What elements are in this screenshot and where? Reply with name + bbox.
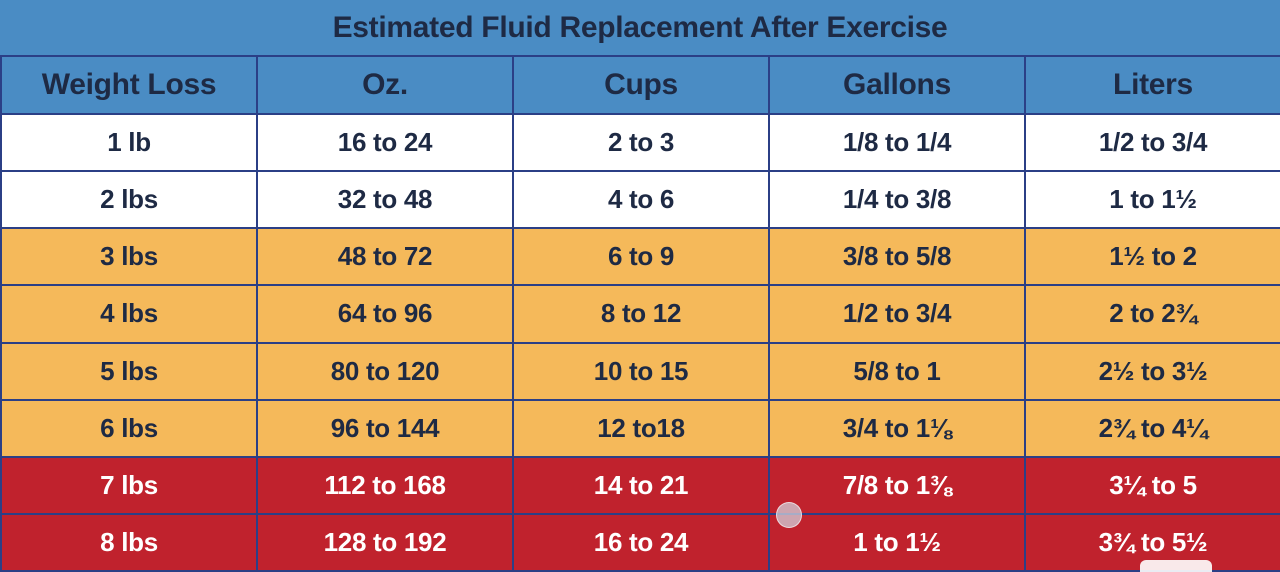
cell-oz: 112 to 168 <box>256 455 514 515</box>
cell-oz: 64 to 96 <box>256 284 514 344</box>
cell-gallons: 7/8 to 1⅜ <box>768 455 1026 515</box>
cell-gallons: 3/8 to 5/8 <box>768 227 1026 287</box>
cell-liters: 1½ to 2 <box>1024 227 1280 287</box>
fluid-table: Weight Loss Oz. Cups Gallons Liters 1 lb… <box>0 55 1280 572</box>
table-row: 6 lbs 96 to 144 12 to18 3/4 to 1⅛ 2¾ to … <box>0 398 1280 458</box>
cell-weight-loss: 5 lbs <box>0 341 258 401</box>
screenshot-overlay-handle <box>1140 560 1212 572</box>
column-header-weight-loss: Weight Loss <box>0 55 258 115</box>
cell-gallons: 5/8 to 1 <box>768 341 1026 401</box>
cell-liters: 1 to 1½ <box>1024 170 1280 230</box>
cell-liters: 3¼ to 5 <box>1024 455 1280 515</box>
table-row: 3 lbs 48 to 72 6 to 9 3/8 to 5/8 1½ to 2 <box>0 227 1280 287</box>
cell-gallons: 1/4 to 3/8 <box>768 170 1026 230</box>
table-row: 4 lbs 64 to 96 8 to 12 1/2 to 3/4 2 to 2… <box>0 284 1280 344</box>
cell-weight-loss: 6 lbs <box>0 398 258 458</box>
cell-cups: 10 to 15 <box>512 341 770 401</box>
cell-cups: 6 to 9 <box>512 227 770 287</box>
column-header-gallons: Gallons <box>768 55 1026 115</box>
cell-gallons: 3/4 to 1⅛ <box>768 398 1026 458</box>
cell-liters: 2½ to 3½ <box>1024 341 1280 401</box>
cell-oz: 128 to 192 <box>256 512 514 572</box>
cell-weight-loss: 7 lbs <box>0 455 258 515</box>
cell-oz: 80 to 120 <box>256 341 514 401</box>
table-row: 1 lb 16 to 24 2 to 3 1/8 to 1/4 1/2 to 3… <box>0 112 1280 173</box>
cell-cups: 12 to18 <box>512 398 770 458</box>
cell-cups: 16 to 24 <box>512 512 770 572</box>
column-header-liters: Liters <box>1024 55 1280 115</box>
cell-oz: 48 to 72 <box>256 227 514 287</box>
cell-liters: 2¾ to 4¼ <box>1024 398 1280 458</box>
cell-weight-loss: 1 lb <box>0 112 258 173</box>
cell-liters: 2 to 2¾ <box>1024 284 1280 344</box>
cell-cups: 2 to 3 <box>512 112 770 173</box>
cell-oz: 16 to 24 <box>256 112 514 173</box>
chart-title: Estimated Fluid Replacement After Exerci… <box>0 0 1280 55</box>
cell-oz: 32 to 48 <box>256 170 514 230</box>
cell-cups: 8 to 12 <box>512 284 770 344</box>
header-row: Weight Loss Oz. Cups Gallons Liters <box>0 55 1280 115</box>
cell-weight-loss: 4 lbs <box>0 284 258 344</box>
cell-weight-loss: 3 lbs <box>0 227 258 287</box>
cell-weight-loss: 2 lbs <box>0 170 258 230</box>
column-header-oz: Oz. <box>256 55 514 115</box>
cell-cups: 14 to 21 <box>512 455 770 515</box>
table-row: 7 lbs 112 to 168 14 to 21 7/8 to 1⅜ 3¼ t… <box>0 455 1280 515</box>
cell-liters: 1/2 to 3/4 <box>1024 112 1280 173</box>
touch-cursor-indicator <box>776 502 802 528</box>
cell-weight-loss: 8 lbs <box>0 512 258 572</box>
cell-gallons: 1/8 to 1/4 <box>768 112 1026 173</box>
cell-cups: 4 to 6 <box>512 170 770 230</box>
table-row: 2 lbs 32 to 48 4 to 6 1/4 to 3/8 1 to 1½ <box>0 170 1280 230</box>
cell-gallons: 1 to 1½ <box>768 512 1026 572</box>
cell-gallons: 1/2 to 3/4 <box>768 284 1026 344</box>
table-row: 5 lbs 80 to 120 10 to 15 5/8 to 1 2½ to … <box>0 341 1280 401</box>
table-row: 8 lbs 128 to 192 16 to 24 1 to 1½ 3¾ to … <box>0 512 1280 572</box>
cell-oz: 96 to 144 <box>256 398 514 458</box>
column-header-cups: Cups <box>512 55 770 115</box>
